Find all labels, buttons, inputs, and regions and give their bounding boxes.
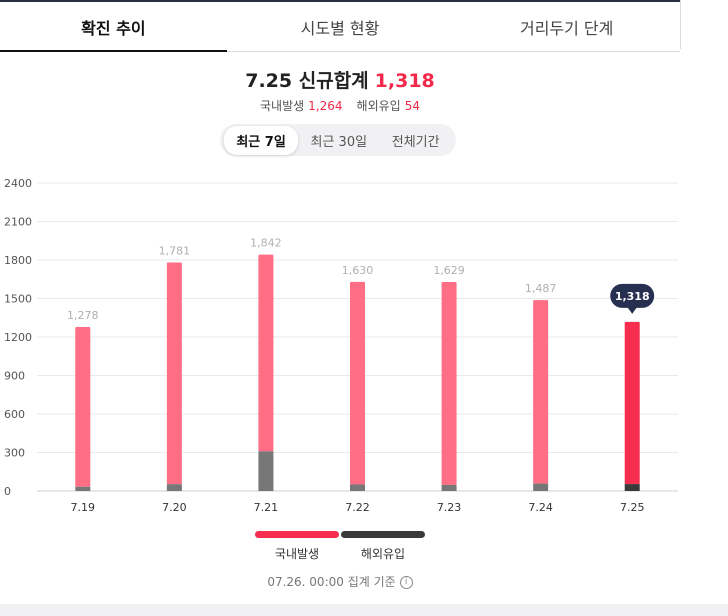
legend-item-domestic: 국내발생 xyxy=(255,531,339,562)
value-tooltip xyxy=(610,283,655,308)
y-tick-label: 2400 xyxy=(4,177,32,190)
bar-value-label: 1,781 xyxy=(159,244,191,257)
y-tick-label: 0 xyxy=(4,485,11,498)
bar-value-label: 1,629 xyxy=(433,264,465,277)
info-icon[interactable]: i xyxy=(399,576,413,589)
period-30days-button[interactable]: 최근 30일 xyxy=(310,134,368,150)
bar-overseas xyxy=(166,484,182,491)
bar-domestic xyxy=(350,281,365,485)
period-all-button[interactable]: 전체기간 xyxy=(391,134,440,150)
domestic-value: 1,264 xyxy=(308,99,343,113)
bottom-strip xyxy=(0,604,728,616)
bar-overseas xyxy=(533,483,549,491)
y-tick-label: 1200 xyxy=(4,331,32,344)
divider xyxy=(680,0,681,49)
legend-item-overseas: 해외유입 xyxy=(341,531,425,562)
period-7days-button[interactable]: 최근 7일 xyxy=(224,125,298,155)
tab-distancing-level[interactable]: 거리두기 단계 xyxy=(519,18,614,38)
x-tick-label: 7.19 xyxy=(71,501,96,514)
x-tick-label: 7.21 xyxy=(254,501,279,514)
legend-label-domestic: 국내발생 xyxy=(274,547,320,561)
bar-domestic xyxy=(166,262,182,485)
bar-value-label: 1,278 xyxy=(67,309,99,322)
basis-text: 07.26. 00:00 집계 기준 xyxy=(267,575,396,589)
chart-legend: 국내발생 해외유입 xyxy=(255,531,427,562)
legend-swatch-domestic xyxy=(255,531,339,538)
period-toggle: 최근 7일 최근 30일 전체기간 xyxy=(220,124,456,156)
bar-domestic xyxy=(533,300,549,484)
summary-total: 1,318 xyxy=(374,70,435,92)
daily-summary: 7.25 신규합계 1,318 국내발생 1,264 해외유입 54 xyxy=(0,66,680,114)
bar-value-label: 1,630 xyxy=(342,264,374,277)
x-tick-label: 7.20 xyxy=(162,501,187,514)
bar-domestic xyxy=(258,254,274,452)
bar-overseas xyxy=(258,451,274,491)
bar-overseas xyxy=(75,486,91,491)
bar-value-label: 1,487 xyxy=(525,282,557,295)
bar-domestic xyxy=(624,321,640,485)
tab-region-status[interactable]: 시도별 현황 xyxy=(300,18,380,38)
summary-title: 7.25 신규합계 xyxy=(245,70,369,92)
legend-label-overseas: 해외유입 xyxy=(360,547,406,561)
basis-note: 07.26. 00:00 집계 기준 i xyxy=(0,573,680,590)
y-tick-label: 2100 xyxy=(4,216,32,229)
y-tick-label: 300 xyxy=(4,447,25,460)
legend-swatch-overseas xyxy=(341,531,425,538)
tab-confirmed-trend[interactable]: 확진 추이 xyxy=(0,2,227,52)
bar-domestic xyxy=(75,326,91,487)
bar-overseas xyxy=(441,484,457,491)
x-tick-label: 7.23 xyxy=(437,501,462,514)
x-tick-label: 7.22 xyxy=(345,501,370,514)
y-tick-label: 1500 xyxy=(4,293,32,306)
bar-overseas xyxy=(624,484,640,491)
bar-overseas xyxy=(350,484,365,491)
summary-breakdown: 국내발생 1,264 해외유입 54 xyxy=(0,97,680,114)
domestic-label: 국내발생 xyxy=(260,99,305,113)
overseas-label: 해외유입 xyxy=(356,99,401,113)
tab-bar: 확진 추이 시도별 현황 거리두기 단계 xyxy=(0,0,680,52)
x-tick-label: 7.25 xyxy=(620,501,645,514)
y-tick-label: 1800 xyxy=(4,254,32,267)
tooltip-pointer xyxy=(627,306,638,314)
tooltip-value: 1,318 xyxy=(615,290,650,303)
overseas-value: 54 xyxy=(404,99,420,113)
y-tick-label: 600 xyxy=(4,408,25,421)
bar-value-label: 1,842 xyxy=(250,237,282,250)
summary-headline: 7.25 신규합계 1,318 xyxy=(0,66,680,93)
bar-domestic xyxy=(441,281,457,485)
y-tick-label: 900 xyxy=(4,370,25,383)
x-tick-label: 7.24 xyxy=(528,501,553,514)
